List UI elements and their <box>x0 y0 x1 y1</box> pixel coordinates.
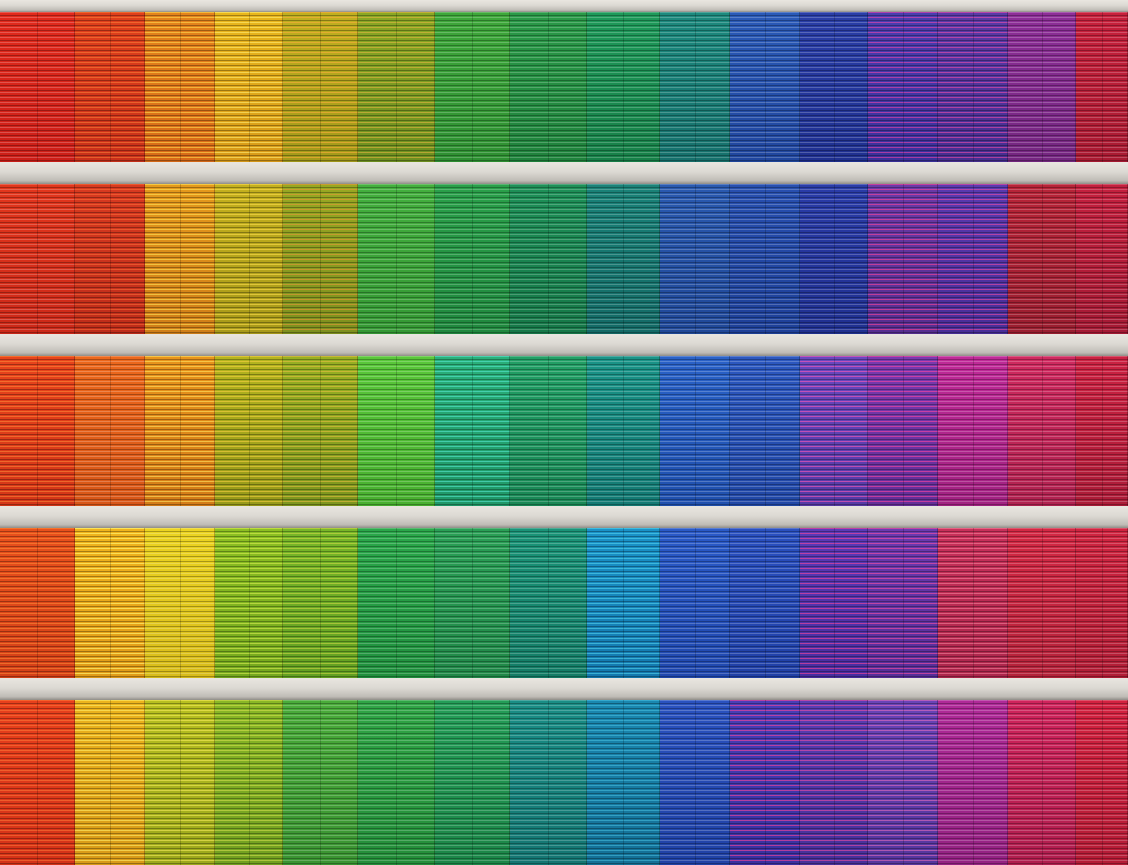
blind-panel <box>730 356 800 506</box>
blind-panel <box>868 12 938 162</box>
blind-panel <box>358 12 435 162</box>
blind-panel <box>0 12 75 162</box>
blind-panel <box>283 356 358 506</box>
blind-panel <box>0 528 75 678</box>
blind-panel <box>587 184 660 334</box>
blind-panel <box>1008 184 1076 334</box>
blind-panel <box>800 184 868 334</box>
blind-panel <box>1008 528 1076 678</box>
blind-panel <box>1008 700 1076 865</box>
facade-row-1 <box>0 12 1128 162</box>
blind-panel <box>868 700 938 865</box>
facade-floor-beam <box>0 334 1128 356</box>
blind-panel <box>283 184 358 334</box>
blind-panel <box>1008 12 1076 162</box>
blind-panel <box>215 356 283 506</box>
blind-panel <box>660 700 730 865</box>
blind-panel <box>1076 528 1128 678</box>
blind-panel <box>938 700 1008 865</box>
blind-panel <box>800 528 868 678</box>
blind-panel <box>868 356 938 506</box>
facade-row-2 <box>0 184 1128 334</box>
facade-floor-beam <box>0 678 1128 700</box>
blind-panel <box>358 184 435 334</box>
blind-panel <box>0 700 75 865</box>
blind-panel <box>145 184 215 334</box>
blind-panel <box>1076 700 1128 865</box>
blind-panel <box>435 356 510 506</box>
blind-panel <box>215 184 283 334</box>
blind-panel <box>868 184 938 334</box>
blind-panel <box>283 700 358 865</box>
blind-panel <box>145 700 215 865</box>
blind-panel <box>510 528 587 678</box>
blind-panel <box>145 12 215 162</box>
blind-panel <box>215 528 283 678</box>
blind-panel <box>358 356 435 506</box>
blind-panel <box>358 528 435 678</box>
blind-panel <box>660 528 730 678</box>
blind-panel <box>435 700 510 865</box>
blind-panel <box>75 700 145 865</box>
blind-panel <box>1076 12 1128 162</box>
blind-panel <box>868 528 938 678</box>
blind-panel <box>75 12 145 162</box>
blind-panel <box>587 700 660 865</box>
facade-row-3 <box>0 356 1128 506</box>
blind-panel <box>730 12 800 162</box>
blind-panel <box>0 356 75 506</box>
blind-panel <box>510 184 587 334</box>
blind-panel <box>215 12 283 162</box>
facade-floor-beam <box>0 162 1128 184</box>
blind-panel <box>435 184 510 334</box>
blind-panel <box>730 700 800 865</box>
blind-panel <box>938 528 1008 678</box>
blind-panel <box>730 184 800 334</box>
blind-panel <box>75 528 145 678</box>
blind-panel <box>145 528 215 678</box>
blind-panel <box>0 184 75 334</box>
facade-top-beam <box>0 0 1128 12</box>
blind-panel <box>660 184 730 334</box>
blind-panel <box>75 184 145 334</box>
blind-panel <box>358 700 435 865</box>
blind-panel <box>730 528 800 678</box>
facade-row-4 <box>0 528 1128 678</box>
blind-panel <box>510 12 587 162</box>
blind-panel <box>510 356 587 506</box>
blind-panel <box>75 356 145 506</box>
facade-floor-beam <box>0 506 1128 528</box>
blind-panel <box>215 700 283 865</box>
blind-panel <box>938 356 1008 506</box>
facade-row-5 <box>0 700 1128 865</box>
blind-panel <box>283 528 358 678</box>
blind-panel <box>435 528 510 678</box>
blind-panel <box>660 356 730 506</box>
blind-panel <box>1076 184 1128 334</box>
blind-panel <box>938 184 1008 334</box>
blind-panel <box>283 12 358 162</box>
blind-panel <box>587 12 660 162</box>
blind-panel <box>1076 356 1128 506</box>
blind-panel <box>510 700 587 865</box>
blind-panel <box>435 12 510 162</box>
blind-panel <box>800 12 868 162</box>
blind-panel <box>587 528 660 678</box>
blind-panel <box>587 356 660 506</box>
blind-panel <box>660 12 730 162</box>
blind-panel <box>145 356 215 506</box>
blind-panel <box>938 12 1008 162</box>
blind-panel <box>800 700 868 865</box>
blind-panel <box>800 356 868 506</box>
blind-panel <box>1008 356 1076 506</box>
